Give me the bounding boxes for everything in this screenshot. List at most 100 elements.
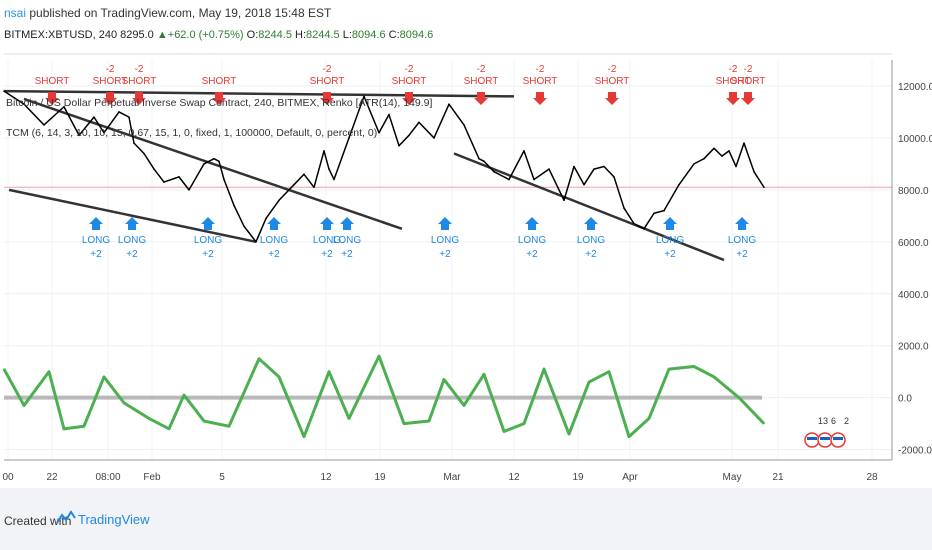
price-point: [483, 160, 485, 163]
oscillator-point: [443, 378, 445, 381]
oscillator-point: [628, 435, 630, 438]
time-tick-label: 28: [866, 472, 878, 483]
oscillator-point: [588, 381, 590, 383]
short-arrow-icon: [103, 92, 117, 105]
price-point: [388, 113, 390, 116]
price-point: [93, 116, 95, 118]
long-qty-label: +2: [439, 249, 451, 260]
long-arrow-icon: [125, 217, 139, 230]
tradingview-brand[interactable]: TradingView: [78, 512, 150, 527]
price-point: [178, 176, 180, 178]
chart-axes: 12000.0 10000.0 8000.0 6000.0 4000.0 2000.0 0.…: [2, 53, 932, 483]
price-tick-label: 12000.0: [898, 82, 932, 93]
oscillator-point: [763, 422, 765, 425]
price-point: [548, 168, 550, 170]
oscillator-point: [123, 402, 125, 404]
price-point: [693, 163, 695, 165]
created-with-text: Created with: [4, 514, 72, 528]
price-point: [118, 111, 120, 113]
event-count-label: 6: [831, 416, 836, 426]
short-arrow-icon: [212, 92, 226, 105]
time-tick-label: 12: [320, 472, 332, 483]
short-arrow-icon: [726, 92, 740, 105]
short-qty-label: -2: [477, 64, 486, 75]
change-value: +62.0 (+0.75%): [167, 29, 244, 41]
price-point: [188, 189, 190, 191]
price-point: [153, 168, 155, 170]
chart-grid: [4, 60, 892, 460]
price-point: [223, 178, 225, 181]
open-value: 8244.5: [258, 29, 292, 41]
trendline: [23, 97, 403, 231]
price-point: [433, 137, 435, 139]
oscillator-point: [63, 428, 65, 430]
price-point: [278, 199, 280, 202]
price-point: [418, 121, 420, 124]
time-tick-label: 5: [219, 472, 225, 483]
price-point: [721, 155, 723, 157]
oscillator-point: [738, 396, 740, 399]
oscillator-point: [23, 404, 25, 407]
price-tick-label: -2000.0: [898, 446, 932, 457]
flag-stripe: [833, 437, 843, 440]
short-qty-label: -2: [135, 64, 144, 75]
price-point: [613, 176, 615, 178]
long-qty-label: +2: [202, 249, 214, 260]
price-point: [213, 157, 215, 160]
close-value: 8094.6: [399, 29, 434, 41]
long-arrow-icon: [584, 217, 598, 230]
long-label: LONG: [728, 235, 757, 246]
oscillator-point: [83, 425, 85, 428]
time-tick-label: 22: [46, 472, 58, 483]
short-qty-label: -2: [106, 64, 115, 75]
symbol-name[interactable]: BITMEX:XBTUSD, 240: [4, 29, 118, 41]
price-tick-label: 4000.0: [898, 290, 929, 301]
oscillator-line: [2, 354, 766, 439]
oscillator-point: [278, 376, 280, 378]
price-line: [3, 90, 765, 243]
long-label: LONG: [656, 235, 685, 246]
oscillator-point: [523, 422, 525, 425]
oscillator-point: [543, 368, 545, 370]
short-qty-label: -2: [536, 64, 545, 75]
short-qty-label: -2: [323, 64, 332, 75]
short-arrow-icon: [402, 92, 416, 105]
short-label: SHORT: [523, 76, 558, 87]
short-label: SHORT: [716, 76, 751, 87]
price-point: [78, 134, 80, 137]
price-point: [728, 150, 730, 152]
oscillator-point: [168, 428, 170, 430]
short-arrow-icon: [474, 92, 488, 105]
oscillator-point: [713, 376, 715, 378]
long-label: LONG: [118, 235, 147, 246]
time-tick-label: Mar: [443, 472, 461, 483]
time-tick-label: 21: [772, 472, 784, 483]
oscillator-point: [428, 420, 430, 422]
price-point: [463, 124, 465, 126]
event-count-label: 2: [844, 416, 849, 426]
price-point: [398, 144, 400, 147]
price-point: [43, 124, 45, 126]
long-qty-label: +2: [341, 249, 353, 260]
long-qty-label: +2: [90, 249, 102, 260]
short-arrow-icon: [45, 92, 59, 105]
price-point: [293, 183, 295, 186]
price-point: [763, 186, 765, 189]
price-point: [563, 199, 565, 202]
price-point: [303, 173, 305, 176]
price-point: [378, 131, 380, 134]
symbol-bar: BITMEX:XBTUSD, 240 8295.0 ▲+62.0 (+0.75%…: [4, 29, 433, 41]
short-qty-label: -2: [729, 64, 738, 75]
high-label: H:: [295, 29, 307, 41]
author-link[interactable]: nsai: [4, 6, 27, 20]
long-label: LONG: [333, 235, 362, 246]
price-point: [703, 157, 705, 160]
price-point: [593, 168, 595, 170]
long-arrow-icon: [735, 217, 749, 230]
price-point: [233, 204, 235, 207]
long-qty-label: +2: [268, 249, 280, 260]
short-label: SHORT: [35, 76, 70, 87]
oscillator-point: [348, 417, 350, 420]
oscillator-point: [183, 394, 185, 396]
